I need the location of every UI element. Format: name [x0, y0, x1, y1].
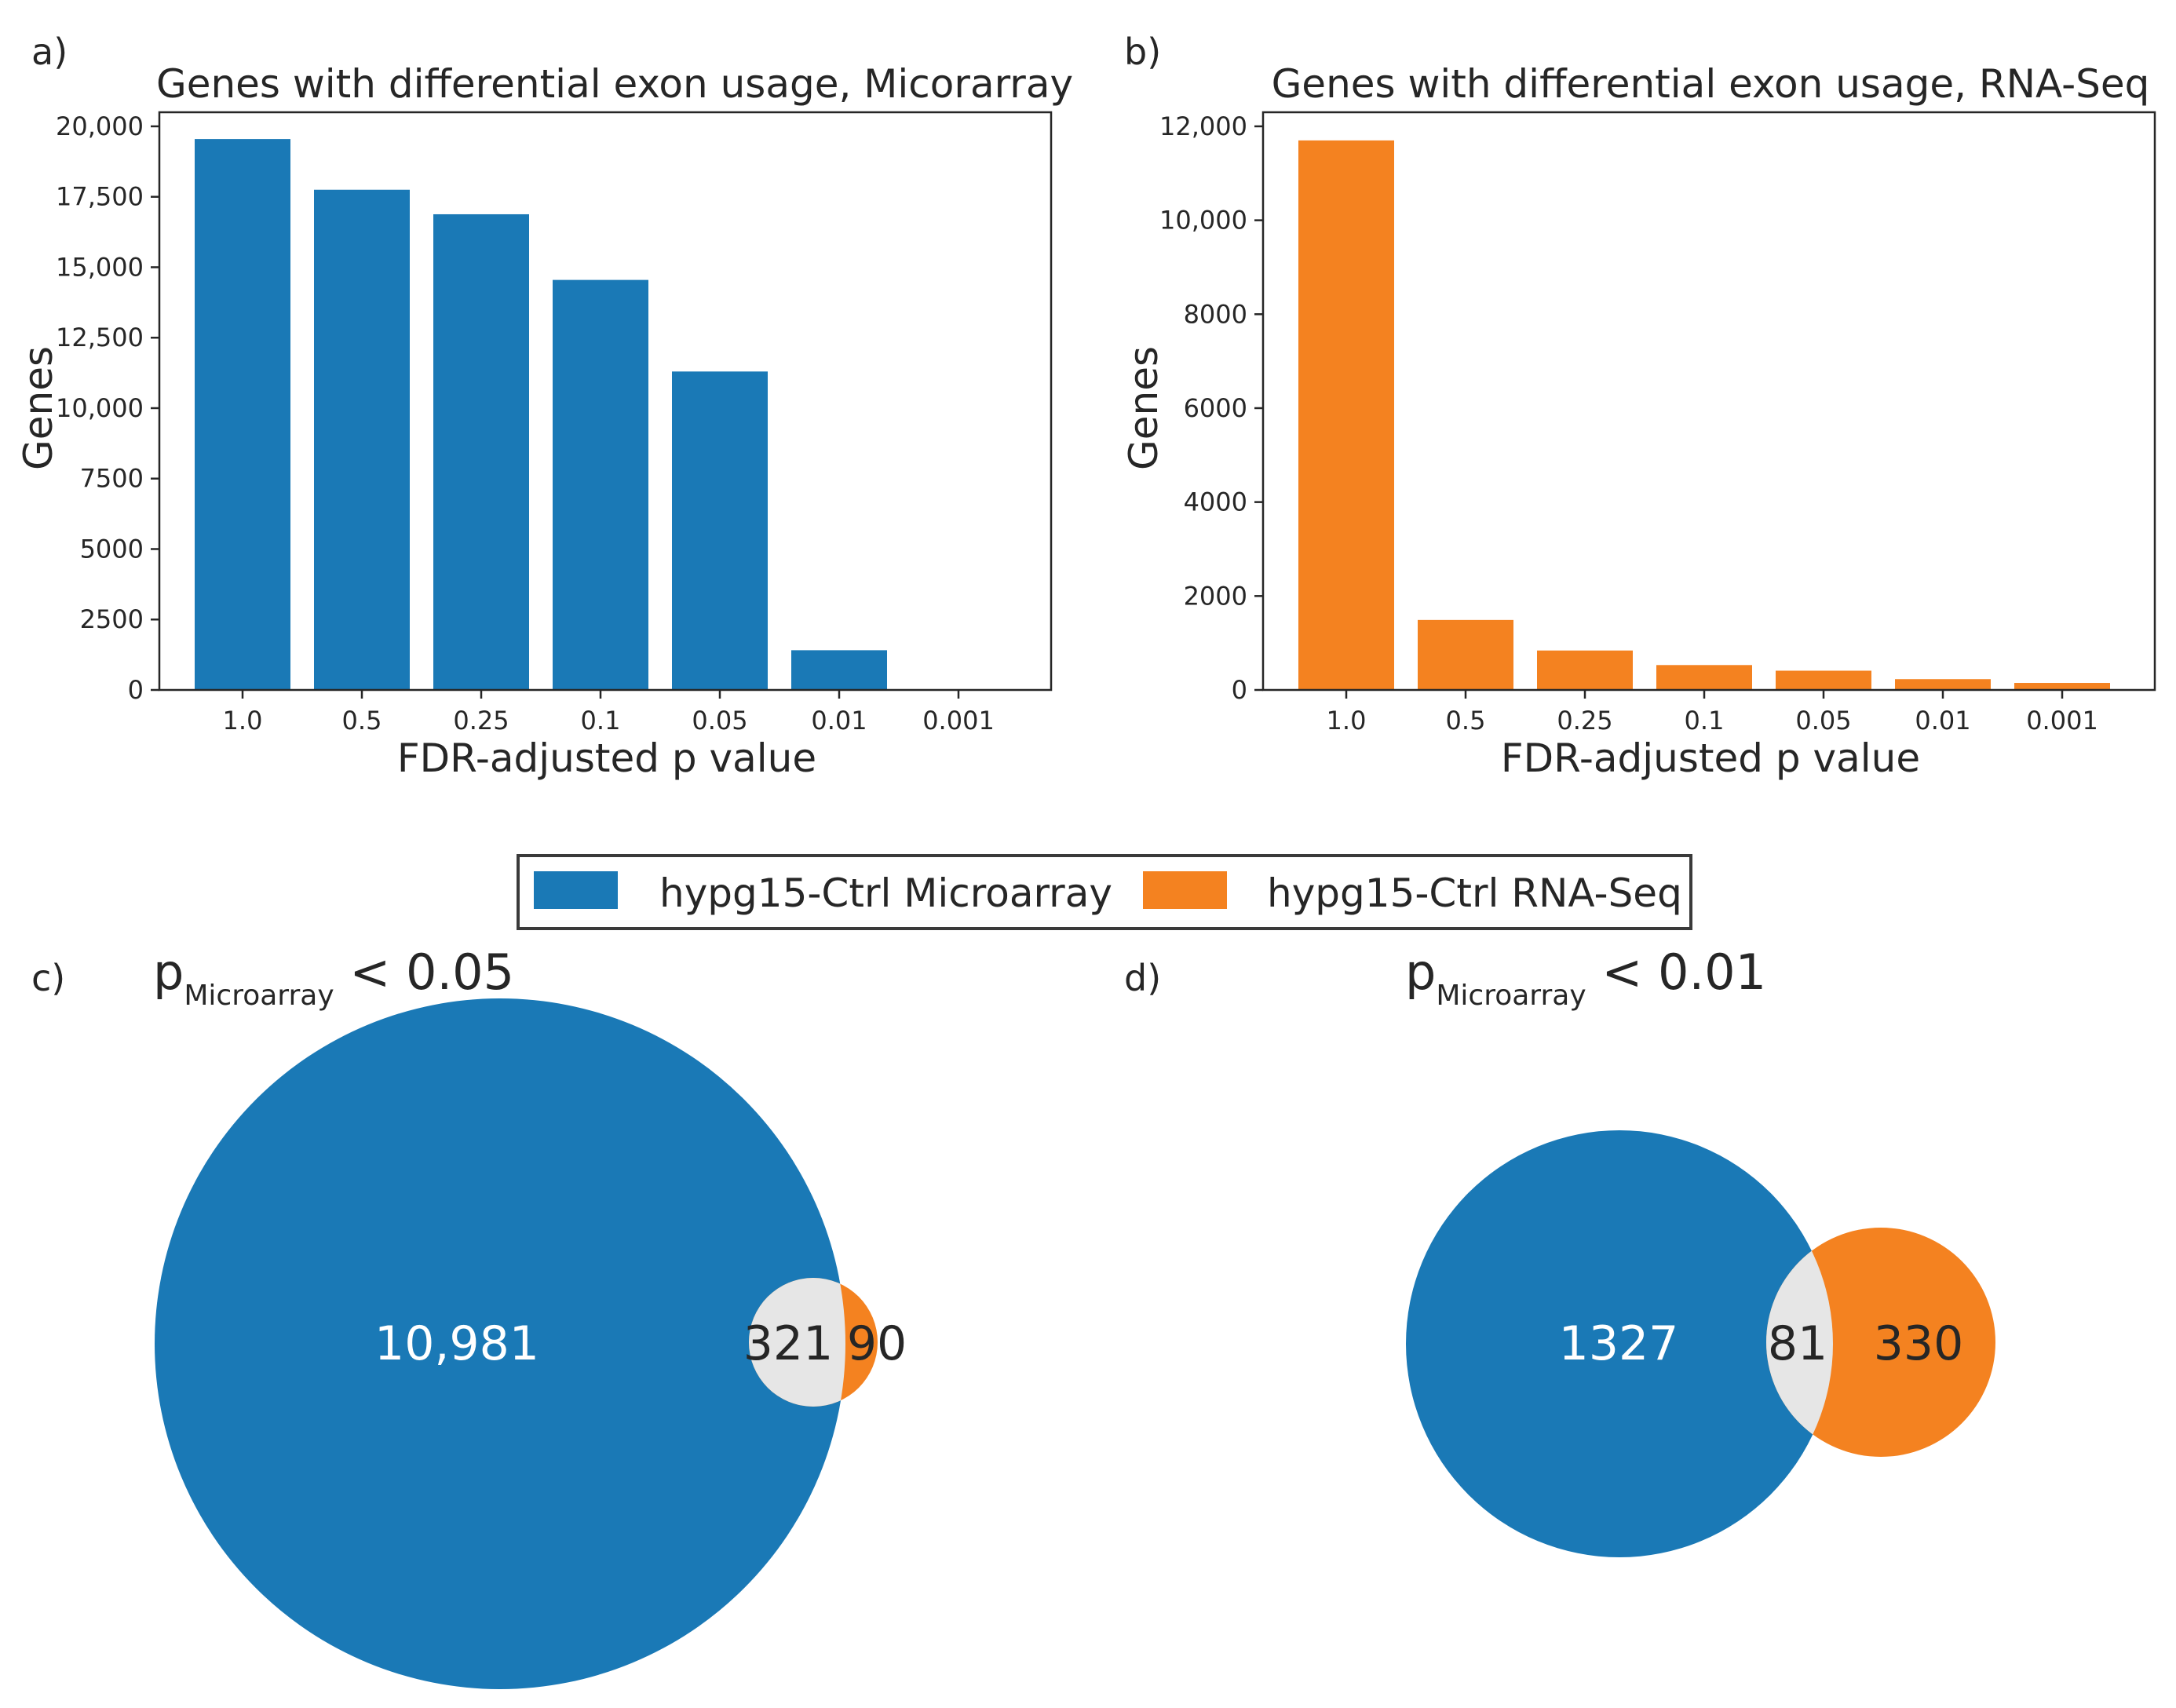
- venn-overlap-005: [749, 1278, 845, 1407]
- bar-chart-microarray: a) Genes with differential exon usage, M…: [16, 31, 1073, 781]
- y-tick-label-b-0: 0: [1232, 675, 1247, 705]
- panel-letter-c: c): [31, 957, 65, 999]
- panel-letter-a: a): [31, 31, 68, 73]
- x-tick-label-b-4: 0.05: [1795, 706, 1851, 735]
- venn-title-001: pMicroarray < 0.01: [1405, 943, 1766, 1012]
- y-tick-label-a-5: 12,500: [56, 323, 144, 352]
- y-ticks-microarray: 0 2500 5000 7500 10,000 12,500 15,000 17,500 20,…: [56, 111, 159, 705]
- venn-overlap-001: [1766, 1228, 1833, 1457]
- legend-swatch-microarray: [534, 871, 618, 909]
- bar-a-5: [791, 650, 887, 690]
- y-tick-label-a-8: 20,000: [56, 111, 144, 141]
- venn-circle-microarray-001: [1406, 1130, 1833, 1557]
- x-axis-label-rnaseq: FDR-adjusted p value: [1501, 735, 1920, 781]
- x-tick-label-b-6: 0.001: [2026, 706, 2098, 735]
- venn-title-rest-005: < 0.05: [334, 943, 514, 1001]
- plot-frame-microarray: [158, 111, 1053, 692]
- venn-title-rest-001: < 0.01: [1586, 943, 1766, 1001]
- y-axis-label-microarray: Genes: [16, 346, 61, 470]
- bars-rnaseq: [1298, 140, 2110, 690]
- bar-b-2: [1537, 650, 1633, 690]
- x-ticks-microarray: 1.0 0.5 0.25 0.1 0.05 0.01 0.001: [223, 690, 995, 735]
- bar-a-3: [553, 279, 648, 690]
- legend-frame: [517, 854, 1692, 930]
- y-tick-label-a-2: 5000: [80, 534, 144, 564]
- bar-b-0: [1298, 140, 1394, 690]
- x-tick-label-a-5: 0.01: [811, 706, 867, 735]
- y-tick-label-a-6: 15,000: [56, 252, 144, 282]
- y-tick-label-b-3: 6000: [1184, 393, 1247, 423]
- x-tick-label-a-1: 0.5: [342, 706, 382, 735]
- x-tick-label-b-0: 1.0: [1327, 706, 1367, 735]
- y-tick-label-a-4: 10,000: [56, 393, 144, 423]
- chart-title-rnaseq: Genes with differential exon usage, RNA-…: [1272, 61, 2150, 107]
- venn-title-p-001: p: [1405, 943, 1436, 1001]
- y-tick-label-a-7: 17,500: [56, 182, 144, 212]
- y-ticks-rnaseq: 0 2000 4000 6000 8000 10,000 12,000: [1159, 111, 1263, 705]
- x-tick-label-a-4: 0.05: [692, 706, 747, 735]
- y-axis-label-rnaseq: Genes: [1121, 346, 1166, 470]
- bar-b-3: [1656, 665, 1752, 690]
- x-tick-label-b-3: 0.1: [1685, 706, 1725, 735]
- bars-microarray: [195, 139, 887, 691]
- venn-count-microarray-only-001: 1327: [1559, 1316, 1679, 1371]
- panel-letter-b: b): [1124, 31, 1161, 73]
- legend-swatch-rnaseq: [1143, 871, 1227, 909]
- bar-a-4: [672, 371, 768, 690]
- x-tick-label-a-6: 0.001: [922, 706, 995, 735]
- y-tick-label-a-3: 7500: [80, 464, 144, 494]
- venn-count-rnaseq-only-005: 90: [847, 1316, 907, 1371]
- y-tick-label-b-5: 10,000: [1159, 206, 1247, 235]
- venn-count-overlap-001: 81: [1768, 1316, 1827, 1371]
- bar-a-1: [314, 189, 410, 691]
- venn-diagram-005: c) pMicroarray < 0.05 10,981 321 90: [31, 943, 907, 1689]
- x-tick-label-a-0: 1.0: [223, 706, 263, 735]
- venn-count-microarray-only-005: 10,981: [374, 1316, 539, 1371]
- venn-circle-microarray-005: [155, 998, 845, 1689]
- plot-frame-rnaseq: [1261, 111, 2156, 692]
- venn-title-sub-001: Microarray: [1436, 980, 1586, 1012]
- venn-title-sub-005: Microarray: [184, 980, 334, 1012]
- x-axis-label-microarray: FDR-adjusted p value: [397, 735, 816, 781]
- bar-chart-rnaseq: b) Genes with differential exon usage, R…: [1121, 31, 2156, 781]
- x-tick-label-b-2: 0.25: [1557, 706, 1612, 735]
- venn-count-rnaseq-only-001: 330: [1874, 1316, 1964, 1371]
- venn-diagram-001: d) pMicroarray < 0.01 1327 81 330: [1124, 943, 1995, 1557]
- bar-b-6: [2014, 683, 2110, 690]
- bar-a-2: [433, 214, 529, 691]
- y-tick-label-a-0: 0: [128, 675, 144, 705]
- y-tick-label-a-1: 2500: [80, 604, 144, 634]
- y-tick-label-b-1: 2000: [1184, 581, 1247, 611]
- y-tick-label-b-4: 8000: [1184, 299, 1247, 329]
- chart-title-microarray: Genes with differential exon usage, Mico…: [156, 61, 1073, 107]
- venn-title-005: pMicroarray < 0.05: [153, 943, 514, 1012]
- x-tick-label-b-1: 0.5: [1446, 706, 1486, 735]
- y-tick-label-b-2: 4000: [1184, 487, 1247, 517]
- panel-letter-d: d): [1124, 957, 1161, 999]
- x-tick-label-a-2: 0.25: [453, 706, 509, 735]
- x-ticks-rnaseq: 1.0 0.5 0.25 0.1 0.05 0.01 0.001: [1327, 690, 2098, 735]
- legend: hypg15-Ctrl Microarray hypg15-Ctrl RNA-S…: [517, 854, 1692, 930]
- x-tick-label-b-5: 0.01: [1915, 706, 1970, 735]
- legend-label-microarray: hypg15-Ctrl Microarray: [659, 870, 1112, 916]
- x-tick-label-a-3: 0.1: [581, 706, 621, 735]
- bar-b-5: [1895, 679, 1991, 690]
- venn-title-p-005: p: [153, 943, 184, 1001]
- bar-a-0: [195, 139, 290, 691]
- bar-b-4: [1776, 670, 1871, 690]
- legend-label-rnaseq: hypg15-Ctrl RNA-Seq: [1267, 870, 1682, 916]
- bar-b-1: [1418, 619, 1513, 690]
- venn-count-overlap-005: 321: [743, 1316, 834, 1371]
- y-tick-label-b-6: 12,000: [1159, 111, 1247, 141]
